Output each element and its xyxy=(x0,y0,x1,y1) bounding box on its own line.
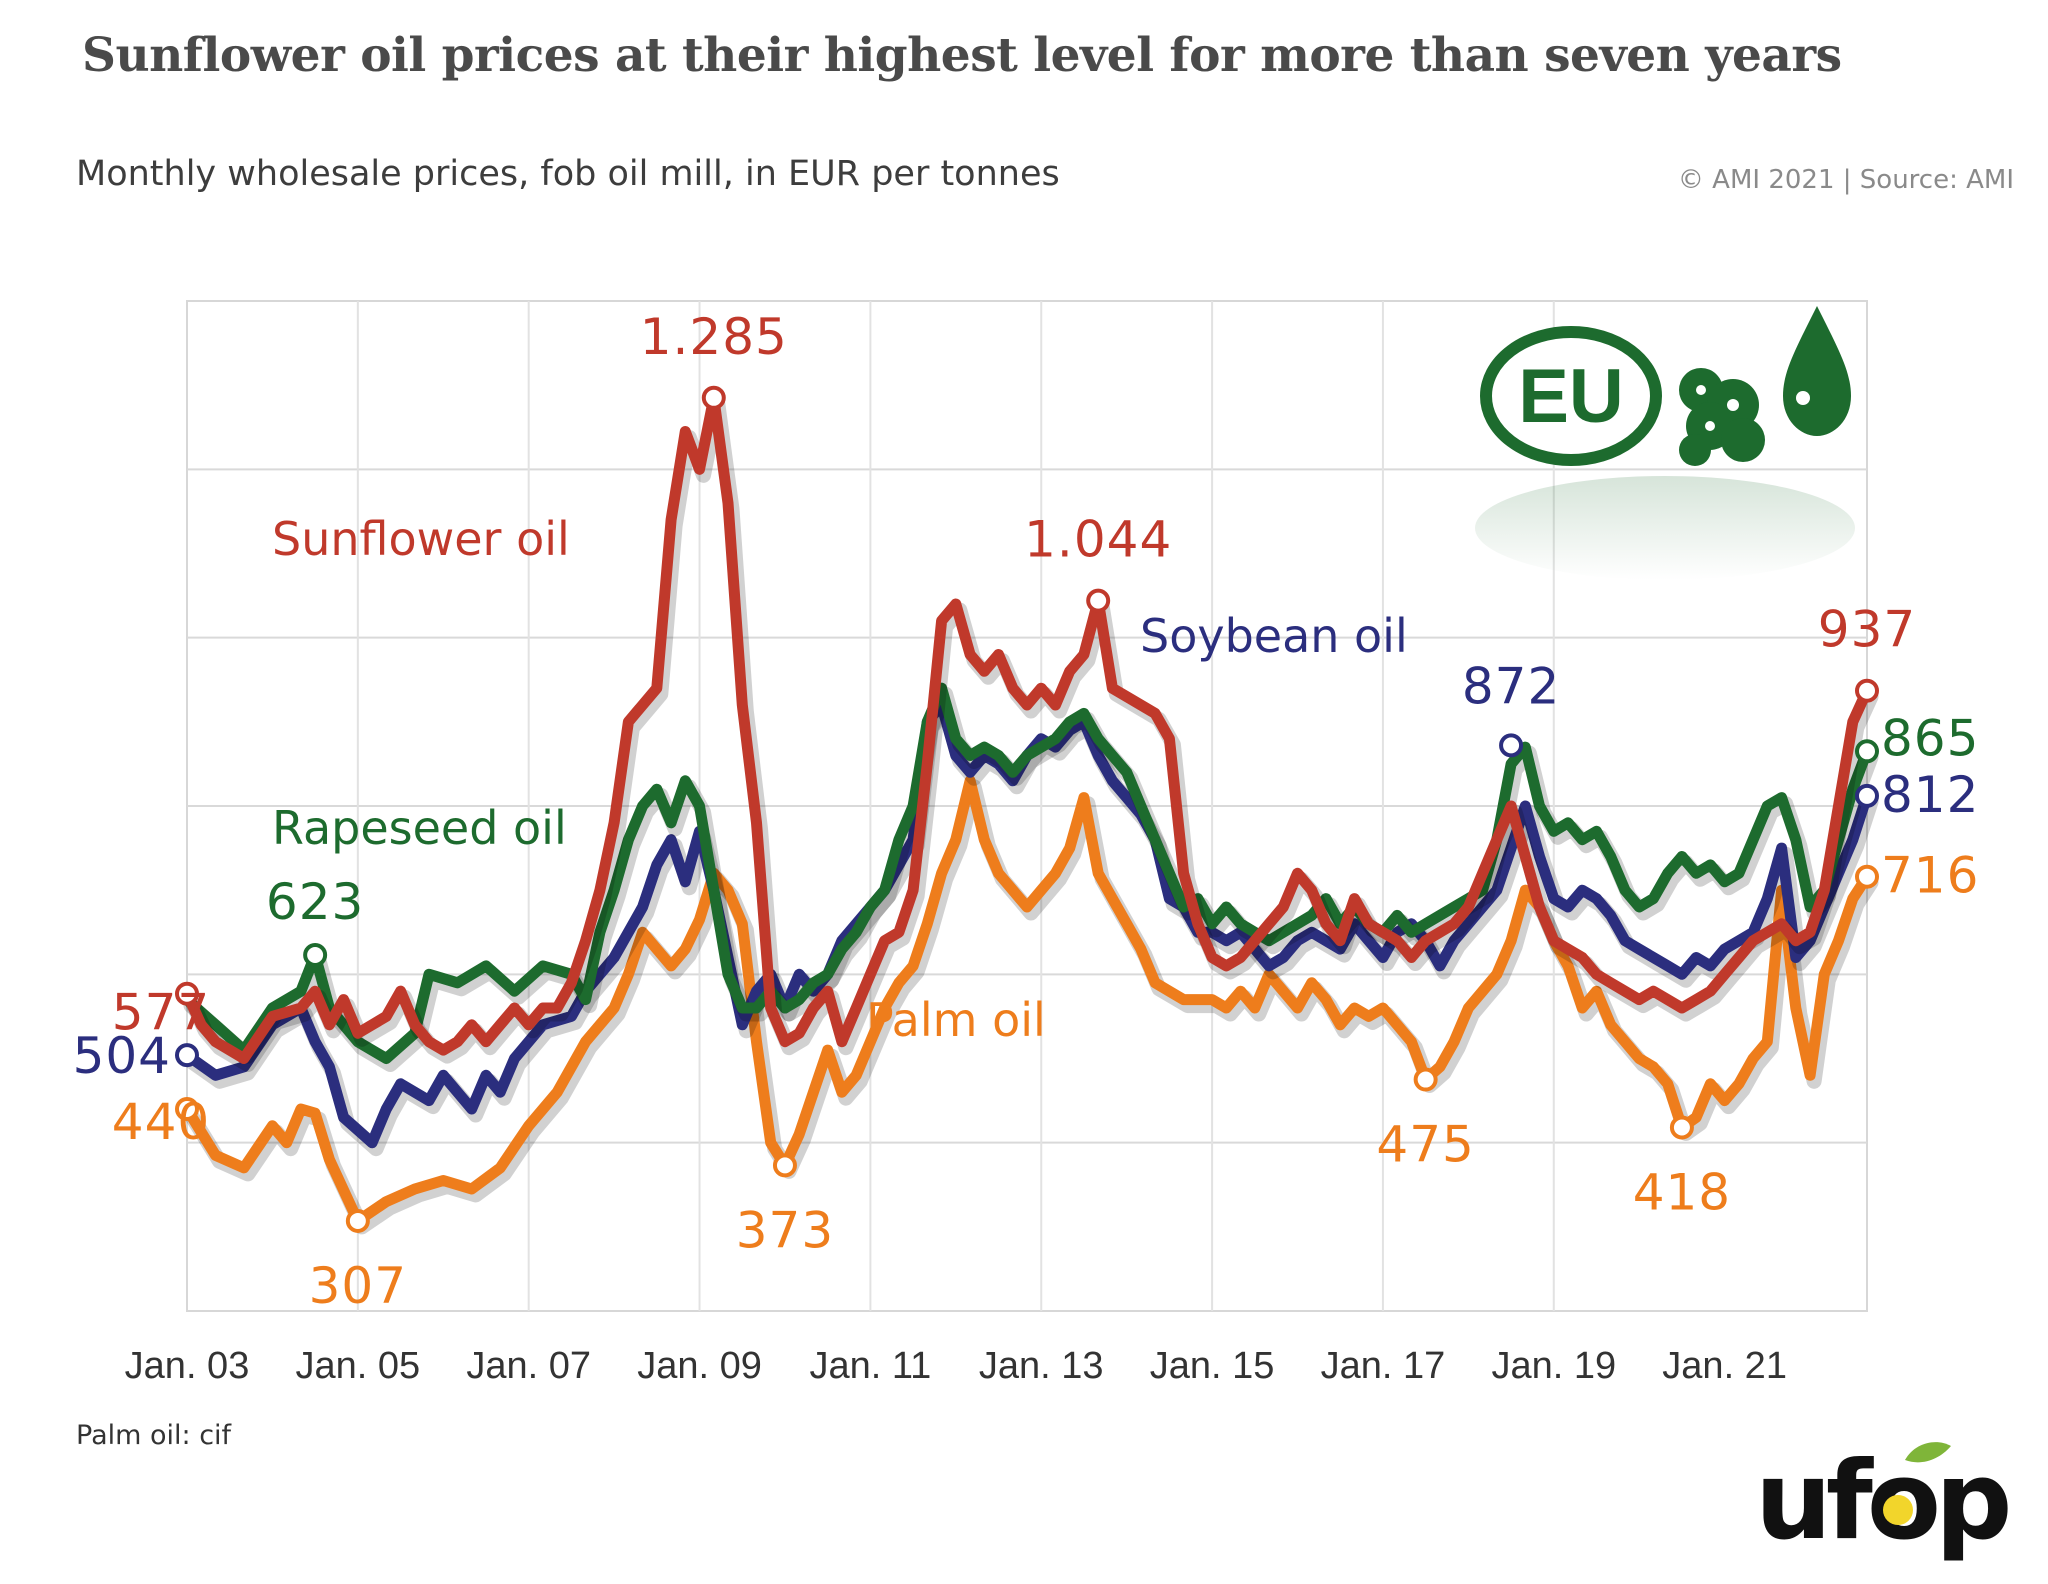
series-name-palm-oil: Palm oil xyxy=(866,993,1046,1047)
ufop-logo: ufop xyxy=(1755,1439,2014,1564)
x-axis: Jan. 03 Jan. 05 Jan. 07 Jan. 09 Jan. 11 Jan. … xyxy=(125,1345,1787,1387)
flower-icon xyxy=(1679,368,1765,466)
palm-oilvalue-label: 307 xyxy=(309,1257,407,1315)
x-tick-label: Jan. 09 xyxy=(637,1345,762,1387)
series-labels: Palm oil Soybean oil Rapeseed oil Sunflower… xyxy=(272,512,1408,1047)
sunflower-oilvalue-label: 937 xyxy=(1818,601,1916,659)
annotation-markers xyxy=(175,385,1879,1233)
series-name-rapeseed-oil: Rapeseed oil xyxy=(272,801,567,855)
soybean-oilvalue-label: 504 xyxy=(73,1027,171,1085)
source-credit: © AMI 2021 | Source: AMI xyxy=(1677,165,2014,195)
series-name-soybean-oil: Soybean oil xyxy=(1140,609,1408,663)
palm-oilvalue-label: 373 xyxy=(736,1201,834,1259)
rapeseed-oilmarker-1 xyxy=(1855,739,1879,764)
ufop-yellow-dot xyxy=(1883,1495,1913,1525)
ufop-logo-text: ufop xyxy=(1755,1439,2008,1564)
oil-drop-icon xyxy=(1783,306,1851,436)
leaf-icon xyxy=(1905,1442,1951,1463)
chart-title: Sunflower oil prices at their highest le… xyxy=(82,28,1842,83)
soybean-oilmarker-2 xyxy=(1855,783,1879,808)
series-lines xyxy=(181,392,1879,1235)
soybean-oilmarker-1 xyxy=(1499,733,1524,758)
palm-oilvalue-label: 716 xyxy=(1881,847,1979,905)
rapeseed-oilline xyxy=(181,682,1873,1064)
palm-oilmarker-5 xyxy=(1855,864,1879,889)
x-tick-label: Jan. 11 xyxy=(809,1345,931,1387)
palm-oilline xyxy=(181,775,1873,1227)
gridlines xyxy=(187,301,1867,1311)
footnote: Palm oil: cif xyxy=(76,1420,232,1451)
soybean-oilvalue-label: 872 xyxy=(1462,657,1560,715)
soybean-oilmarker-0 xyxy=(175,1043,199,1068)
sunflower-oilvalue-label: 1.044 xyxy=(1024,511,1172,569)
sunflower-oilmarker-3 xyxy=(1855,678,1879,703)
soybean-oilvalue-label: 812 xyxy=(1881,766,1979,824)
palm-oilmarker-4 xyxy=(1669,1115,1694,1140)
sunflower-oilmarker-1 xyxy=(701,385,726,410)
sunflower-oilline xyxy=(181,392,1873,1064)
chart-subtitle: Monthly wholesale prices, fob oil mill, … xyxy=(76,154,1060,194)
sunflower-oilvalue-label: 1.285 xyxy=(640,308,788,366)
x-tick-label: Jan. 15 xyxy=(1150,1345,1275,1387)
x-tick-label: Jan. 21 xyxy=(1662,1345,1787,1387)
x-tick-label: Jan. 17 xyxy=(1321,1345,1446,1387)
rapeseed-oilmarker-0 xyxy=(303,942,328,967)
sunflower-oilmarker-2 xyxy=(1086,588,1111,613)
rapeseed-oilvalue-label: 865 xyxy=(1881,709,1979,767)
rapeseed-oilvalue-label: 623 xyxy=(266,873,364,931)
eu-oil-logo: EU xyxy=(1475,306,1855,580)
palm-oilvalue-label: 440 xyxy=(112,1093,210,1151)
logo-reflection xyxy=(1475,476,1855,580)
x-tick-label: Jan. 07 xyxy=(466,1345,591,1387)
annotation-labels: 440 307 373 475 418 716 504 872 812 623 865 577 1.28… xyxy=(73,308,1979,1315)
sunflower-oilvalue-label: 577 xyxy=(112,984,210,1042)
eu-logo-text: EU xyxy=(1518,354,1624,439)
palm-oilvalue-label: 475 xyxy=(1376,1116,1474,1174)
x-tick-label: Jan. 13 xyxy=(979,1345,1104,1387)
x-tick-label: Jan. 05 xyxy=(296,1345,421,1387)
x-tick-label: Jan. 03 xyxy=(125,1345,250,1387)
palm-oilmarker-2 xyxy=(772,1153,797,1178)
palm-oilmarker-3 xyxy=(1413,1067,1438,1092)
palm-oilmarker-1 xyxy=(345,1208,370,1233)
series-name-sunflower-oil: Sunflower oil xyxy=(272,512,570,566)
x-tick-label: Jan. 19 xyxy=(1491,1345,1616,1387)
sunflower-oilmarker-0 xyxy=(175,981,199,1006)
soybean-oilline xyxy=(181,699,1873,1149)
palm-oilvalue-label: 418 xyxy=(1633,1164,1731,1222)
palm-oilmarker-0 xyxy=(175,1097,199,1121)
